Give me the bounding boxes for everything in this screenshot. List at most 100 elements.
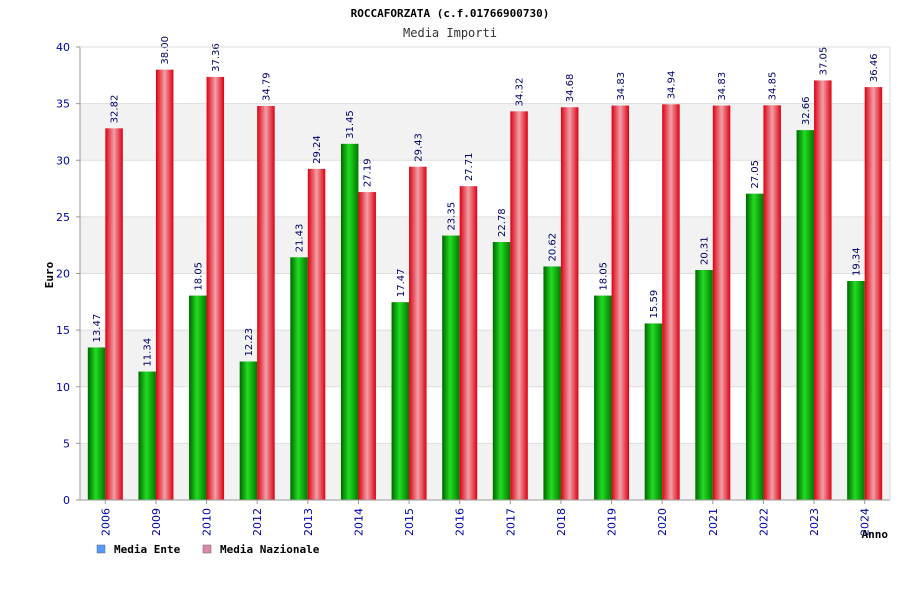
value-label: 34.68 <box>565 74 576 103</box>
x-tick-label: 2009 <box>150 508 163 536</box>
y-tick-label: 40 <box>56 41 70 54</box>
bar-media-nazionale <box>105 128 123 500</box>
value-label: 11.34 <box>143 338 154 367</box>
y-tick-label: 15 <box>56 324 70 337</box>
x-tick-label: 2018 <box>555 508 568 536</box>
y-tick-labels: 0 5 10 15 20 25 30 35 40 <box>56 41 70 507</box>
legend-swatch <box>96 544 106 554</box>
x-tick-label: 2021 <box>707 508 720 536</box>
value-label: 29.24 <box>312 135 323 164</box>
bar-media-nazionale <box>307 168 326 500</box>
bar-media-ente <box>239 361 258 500</box>
value-label: 32.82 <box>110 95 121 124</box>
chart-subtitle: Media Importi <box>403 26 497 40</box>
value-label: 29.43 <box>413 133 424 162</box>
legend: Media Ente Media Nazionale <box>96 543 320 556</box>
bar-media-ente <box>340 143 359 501</box>
value-label: 34.79 <box>261 72 272 101</box>
chart-title: ROCCAFORZATA (c.f.01766900730) <box>351 7 550 20</box>
value-label: 38.00 <box>160 36 171 65</box>
value-label: 18.05 <box>598 262 609 291</box>
bar-media-nazionale <box>560 107 579 501</box>
value-label: 27.05 <box>750 160 761 189</box>
x-tick-label: 2012 <box>251 508 264 536</box>
y-tick-label: 0 <box>63 494 70 507</box>
bar-media-ente <box>695 269 713 500</box>
x-tick-label: 2022 <box>757 508 770 536</box>
value-label: 13.47 <box>92 314 103 343</box>
y-tick-label: 20 <box>56 268 70 281</box>
value-label: 37.36 <box>211 43 222 72</box>
x-tick-label: 2024 <box>859 508 872 536</box>
y-axis-title: Euro <box>43 261 56 288</box>
bar-media-ente <box>87 347 106 500</box>
legend-label: Media Nazionale <box>220 543 320 556</box>
bar-media-nazionale <box>712 105 731 501</box>
bar-media-nazionale <box>662 104 680 500</box>
x-tick-label: 2010 <box>201 508 214 536</box>
bars <box>87 69 883 501</box>
x-tick-label: 2020 <box>656 508 669 536</box>
y-tick-label: 35 <box>56 98 70 111</box>
axes <box>76 46 891 504</box>
value-label: 20.31 <box>700 236 711 265</box>
bar-media-ente <box>391 302 410 500</box>
value-label: 34.83 <box>616 72 627 101</box>
value-label: 19.34 <box>851 247 862 276</box>
bar-media-nazionale <box>864 87 883 500</box>
bar-media-ente <box>290 257 308 500</box>
bar-media-ente <box>442 235 460 500</box>
x-tick-label: 2016 <box>454 508 467 536</box>
value-label: 20.62 <box>548 233 559 262</box>
bar-media-nazionale <box>358 192 376 501</box>
x-tick-label: 2014 <box>352 508 365 536</box>
x-tick-label: 2019 <box>606 508 619 536</box>
bar-media-nazionale <box>814 80 832 500</box>
value-label: 17.47 <box>396 269 407 298</box>
bar-media-ente <box>745 193 764 500</box>
value-label: 36.46 <box>869 53 880 82</box>
bar-media-nazionale <box>409 166 427 500</box>
legend-label: Media Ente <box>114 543 181 556</box>
x-tick-label: 2013 <box>302 508 315 536</box>
bar-media-ente <box>492 242 511 501</box>
bar-media-ente <box>644 323 663 500</box>
bar-media-nazionale <box>459 186 478 500</box>
value-label: 27.19 <box>363 158 374 187</box>
bar-media-nazionale <box>510 111 528 501</box>
value-label: 34.32 <box>515 78 526 107</box>
bar-media-nazionale <box>257 106 275 501</box>
bar-media-ente <box>138 371 156 500</box>
bar-media-nazionale <box>763 105 781 500</box>
value-labels: 13.47 32.82 11.34 38.00 18.05 37.36 12.23 34.79… <box>92 36 880 367</box>
bar-media-ente <box>543 266 561 500</box>
y-tick-label: 25 <box>56 211 70 224</box>
x-axis-title: Anno <box>862 528 889 541</box>
value-label: 15.59 <box>649 290 660 319</box>
x-tick-labels: 2006 2009 2010 2012 2013 2014 2015 2016 2017 2018… <box>99 508 871 536</box>
value-label: 37.05 <box>818 47 829 76</box>
value-label: 23.35 <box>446 202 457 231</box>
value-label: 34.94 <box>666 71 677 100</box>
value-label: 31.45 <box>345 110 356 139</box>
value-label: 34.83 <box>717 72 728 101</box>
bar-media-nazionale <box>206 76 225 500</box>
value-label: 12.23 <box>244 328 255 357</box>
value-label: 32.66 <box>801 96 812 125</box>
bar-media-ente <box>847 280 865 500</box>
value-label: 27.71 <box>464 153 475 182</box>
y-tick-label: 30 <box>56 154 70 167</box>
y-tick-label: 10 <box>56 381 70 394</box>
x-tick-label: 2023 <box>808 508 821 536</box>
value-label: 22.78 <box>497 208 508 237</box>
x-tick-label: 2015 <box>403 508 416 536</box>
x-tick-label: 2017 <box>504 508 517 536</box>
bar-media-ente <box>796 130 815 501</box>
bar-media-ente <box>594 295 612 500</box>
x-tick-label: 2006 <box>99 508 112 536</box>
bar-media-nazionale <box>155 69 174 501</box>
value-label: 34.85 <box>768 72 779 101</box>
bar-media-ente <box>189 295 207 500</box>
bar-media-nazionale <box>611 105 630 501</box>
